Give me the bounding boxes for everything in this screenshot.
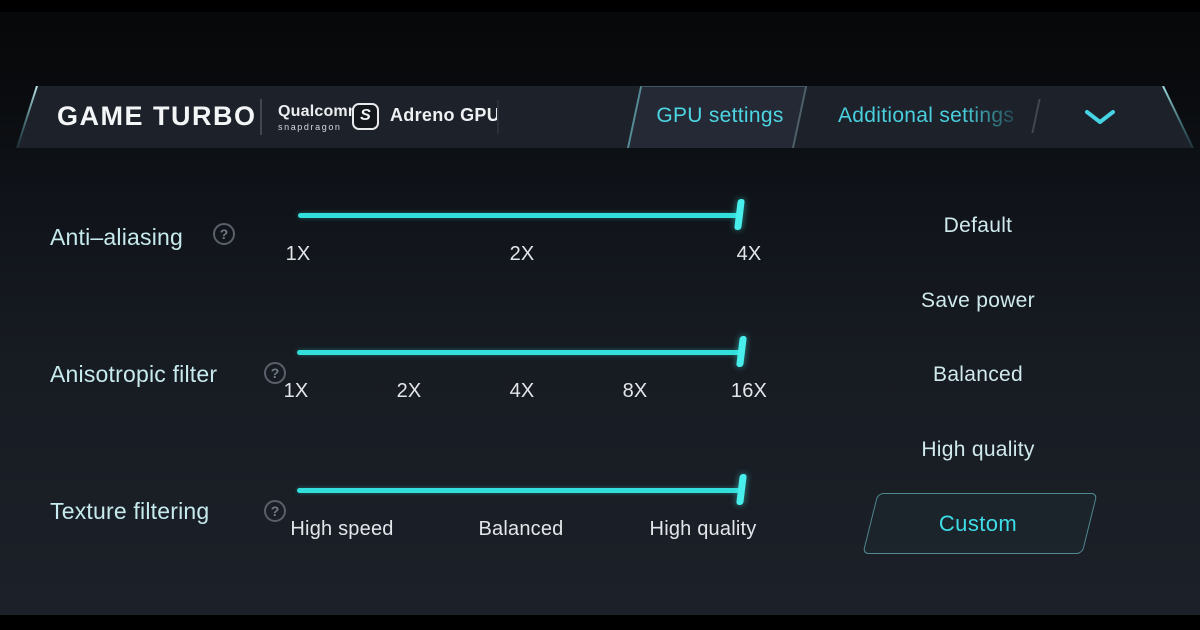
anisotropic-tick-2x[interactable]: 2X <box>396 380 422 402</box>
anisotropic-filter-help-icon[interactable]: ? <box>264 362 286 384</box>
chevron-down-icon[interactable] <box>1082 108 1118 128</box>
anti-aliasing-tick-2x[interactable]: 2X <box>509 243 535 265</box>
anti-aliasing-tick-1x[interactable]: 1X <box>285 243 311 265</box>
anisotropic-tick-8x[interactable]: 8X <box>622 380 648 402</box>
qualcomm-wordmark: Qualcomm <box>278 103 363 120</box>
preset-save-power[interactable]: Save power <box>921 289 1035 312</box>
anti-aliasing-slider-track[interactable] <box>298 213 740 218</box>
anisotropic-filter-label: Anisotropic filter <box>50 361 218 387</box>
top-letterbox <box>0 0 1200 12</box>
snapdragon-s-icon: S <box>352 103 379 130</box>
preset-balanced[interactable]: Balanced <box>933 363 1023 386</box>
preset-default[interactable]: Default <box>943 214 1013 237</box>
snapdragon-subtext: snapdragon <box>278 122 342 132</box>
texture-tick-high-speed[interactable]: High speed <box>290 518 394 540</box>
preset-custom-label[interactable]: Custom <box>938 511 1018 536</box>
texture-filtering-help-icon[interactable]: ? <box>264 500 286 522</box>
anti-aliasing-tick-4x[interactable]: 4X <box>736 243 762 265</box>
app-title: GAME TURBO <box>57 101 257 131</box>
header-divider-2 <box>497 100 499 134</box>
texture-tick-high-quality[interactable]: High quality <box>649 518 757 540</box>
tab-gpu-settings[interactable]: GPU settings <box>656 104 784 127</box>
tab-additional-settings[interactable]: Additional settings <box>838 104 1015 127</box>
texture-filtering-label: Texture filtering <box>50 498 210 524</box>
header-divider <box>260 99 262 135</box>
adreno-gpu-label: Adreno GPU <box>390 105 501 125</box>
header-trapezoid <box>16 86 1194 148</box>
anisotropic-tick-16x[interactable]: 16X <box>730 380 768 402</box>
header-bar: GAME TURBO Qualcomm snapdragon S Adreno … <box>0 86 1200 148</box>
texture-slider-track[interactable] <box>297 488 742 493</box>
qualcomm-logo: Qualcomm snapdragon <box>278 103 368 132</box>
bottom-letterbox <box>0 615 1200 630</box>
anti-aliasing-label: Anti–aliasing <box>50 224 184 250</box>
anisotropic-tick-4x[interactable]: 4X <box>509 380 535 402</box>
anti-aliasing-help-icon[interactable]: ? <box>213 223 235 245</box>
anisotropic-tick-1x[interactable]: 1X <box>283 380 309 402</box>
anisotropic-slider-track[interactable] <box>297 350 742 355</box>
texture-tick-balanced[interactable]: Balanced <box>478 518 564 540</box>
preset-high-quality[interactable]: High quality <box>921 438 1035 461</box>
